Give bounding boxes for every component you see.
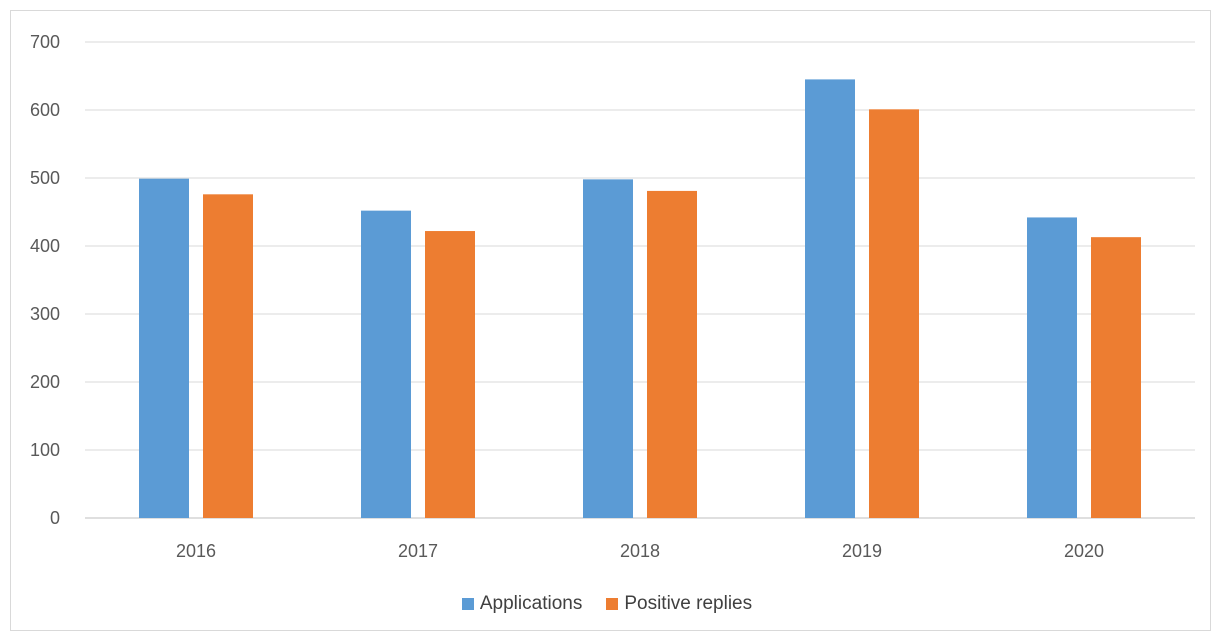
bar-applications-2019 [805,79,855,519]
bar-positive-replies-2019 [869,109,919,518]
y-axis-tick-labels: 0 100 200 300 400 500 600 700 [30,32,60,528]
y-tick-label: 300 [30,304,60,324]
x-axis-tick-labels: 2016 2017 2018 2019 2020 [176,541,1104,561]
x-tick-label: 2019 [842,541,882,561]
bar-positive-replies-2017 [425,231,475,519]
y-tick-label: 600 [30,100,60,120]
y-tick-label: 700 [30,32,60,52]
bar-applications-2018 [583,179,633,519]
bar-applications-2020 [1027,217,1077,518]
bar-positive-replies-2018 [647,190,697,519]
legend: Applications Positive replies [0,590,1214,618]
y-tick-label: 400 [30,236,60,256]
bar-positive-replies-2016 [203,194,253,518]
bar-applications-2016 [139,178,189,518]
y-tick-label: 200 [30,372,60,392]
bar-positive-replies-2020 [1091,237,1141,518]
bars [139,79,1141,519]
gridlines [85,41,1195,519]
bar-applications-2017 [361,210,411,518]
y-tick-label: 500 [30,168,60,188]
y-tick-label: 0 [50,508,60,528]
x-tick-label: 2016 [176,541,216,561]
x-tick-label: 2018 [620,541,660,561]
legend-label-positive-replies: Positive replies [624,593,753,614]
legend-item-positive-replies: Positive replies [606,593,752,615]
legend-label-applications: Applications [479,593,583,614]
x-tick-label: 2017 [398,541,438,561]
x-tick-label: 2020 [1064,541,1104,561]
legend-swatch-applications [461,598,474,610]
legend-item-applications: Applications [461,593,583,615]
y-tick-label: 100 [30,440,60,460]
legend-swatch-positive-replies [606,598,619,610]
